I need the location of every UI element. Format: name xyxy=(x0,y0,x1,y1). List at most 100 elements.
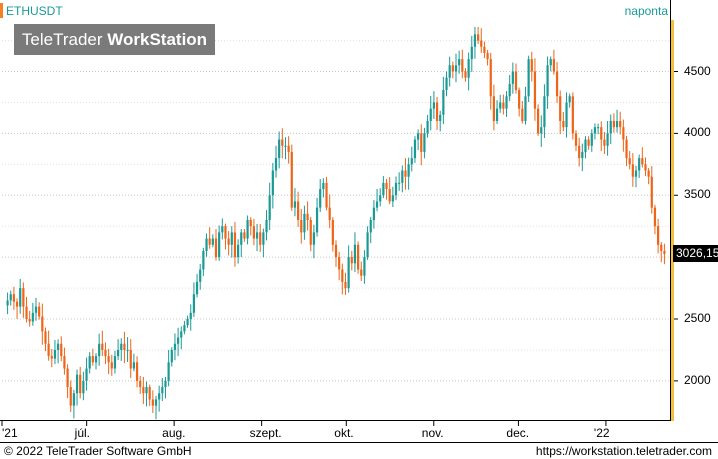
candle-body xyxy=(483,46,486,53)
candle-body xyxy=(470,46,473,60)
candle-body xyxy=(221,226,224,233)
candle-body xyxy=(322,182,325,190)
candle-body xyxy=(319,189,322,208)
candle-body xyxy=(325,182,328,208)
candle-body xyxy=(186,319,189,326)
candle-body xyxy=(442,90,445,115)
candle-body xyxy=(499,102,502,109)
candle-body xyxy=(297,201,300,220)
candle-body xyxy=(473,34,477,47)
candle-body xyxy=(464,71,467,78)
candle-body xyxy=(132,362,135,369)
candle-body xyxy=(366,232,369,258)
candle-body xyxy=(385,182,388,190)
symbol-label[interactable]: ETHUSDT xyxy=(6,4,63,18)
candle-body xyxy=(104,349,107,357)
candle-body xyxy=(211,238,214,245)
candle-body xyxy=(571,96,574,134)
candle-body xyxy=(578,145,581,159)
candle-body xyxy=(372,207,375,220)
candle-body xyxy=(126,349,129,351)
candle-body xyxy=(407,164,410,177)
candle-body xyxy=(306,213,309,220)
candle-body xyxy=(587,139,590,146)
period-label[interactable]: naponta xyxy=(624,4,668,18)
candle-body xyxy=(609,121,612,134)
candle-body xyxy=(233,232,237,258)
y-tick-label: 4000 xyxy=(684,125,711,140)
footer-divider xyxy=(0,442,718,443)
candle-body xyxy=(331,220,334,245)
candle-body xyxy=(625,139,628,159)
candle-body xyxy=(290,151,293,208)
candle-body xyxy=(309,220,312,245)
x-tick-label: nov. xyxy=(421,426,444,440)
y-tick-label: 3500 xyxy=(684,187,711,202)
candle-body xyxy=(467,59,470,78)
x-tick-label: okt. xyxy=(334,426,354,440)
candle-body xyxy=(508,83,511,97)
candle-body xyxy=(69,387,72,406)
symbol-color-marker xyxy=(0,3,3,18)
candle-body xyxy=(634,170,638,177)
candle-body xyxy=(495,108,499,121)
candle-body xyxy=(461,59,464,72)
candle-body xyxy=(423,133,426,152)
candle-body xyxy=(660,244,663,251)
candle-body xyxy=(142,387,145,394)
candle-body xyxy=(338,257,341,270)
candle-body xyxy=(255,232,259,239)
candle-body xyxy=(34,306,38,313)
candle-body xyxy=(281,139,284,146)
y-tick-label: 2500 xyxy=(684,311,711,325)
candle-body xyxy=(581,151,584,159)
candle-body xyxy=(413,139,417,159)
candle-body xyxy=(82,380,85,394)
copyright-text: © 2022 TeleTrader Software GmbH xyxy=(4,444,192,458)
candle-body xyxy=(41,316,44,332)
candle-body xyxy=(19,288,22,307)
candle-body xyxy=(151,399,154,406)
candle-body xyxy=(350,257,353,264)
candle-body xyxy=(278,139,281,159)
candle-body xyxy=(120,343,123,350)
candle-body xyxy=(158,393,161,400)
candle-body xyxy=(9,294,12,301)
candle-body xyxy=(110,362,113,369)
candle-body xyxy=(552,59,555,72)
candle-body xyxy=(549,59,552,66)
candle-body xyxy=(328,207,331,220)
y-tick-label: 4500 xyxy=(684,63,711,78)
candle-body xyxy=(647,170,650,177)
candle-body xyxy=(631,164,634,177)
candle-body xyxy=(448,65,451,78)
candle-body xyxy=(492,96,495,121)
footer-url-link[interactable]: https://workstation.teletrader.com xyxy=(535,444,712,458)
candle-body xyxy=(537,108,540,134)
x-tick-label: aug. xyxy=(162,426,186,440)
candle-body xyxy=(173,343,177,350)
candle-body xyxy=(88,356,91,369)
x-tick-label: szept. xyxy=(249,426,282,440)
candle-body xyxy=(514,71,518,91)
candle-body xyxy=(555,71,559,97)
x-tick-label: júl. xyxy=(74,426,90,440)
candle-body xyxy=(252,226,255,239)
candle-body xyxy=(435,102,439,121)
candle-body xyxy=(612,121,615,128)
candle-body xyxy=(63,356,66,369)
candle-body xyxy=(521,108,524,121)
candle-body xyxy=(284,145,287,147)
candle-body xyxy=(6,300,9,306)
candle-body xyxy=(334,244,338,258)
candle-body xyxy=(249,220,252,227)
candle-body xyxy=(91,356,94,363)
candle-body xyxy=(123,343,126,350)
candle-body xyxy=(559,96,562,121)
candle-body xyxy=(363,257,366,276)
candle-body xyxy=(622,127,625,140)
candle-body xyxy=(218,232,221,258)
candle-body xyxy=(489,59,492,97)
candle-body xyxy=(75,374,79,394)
